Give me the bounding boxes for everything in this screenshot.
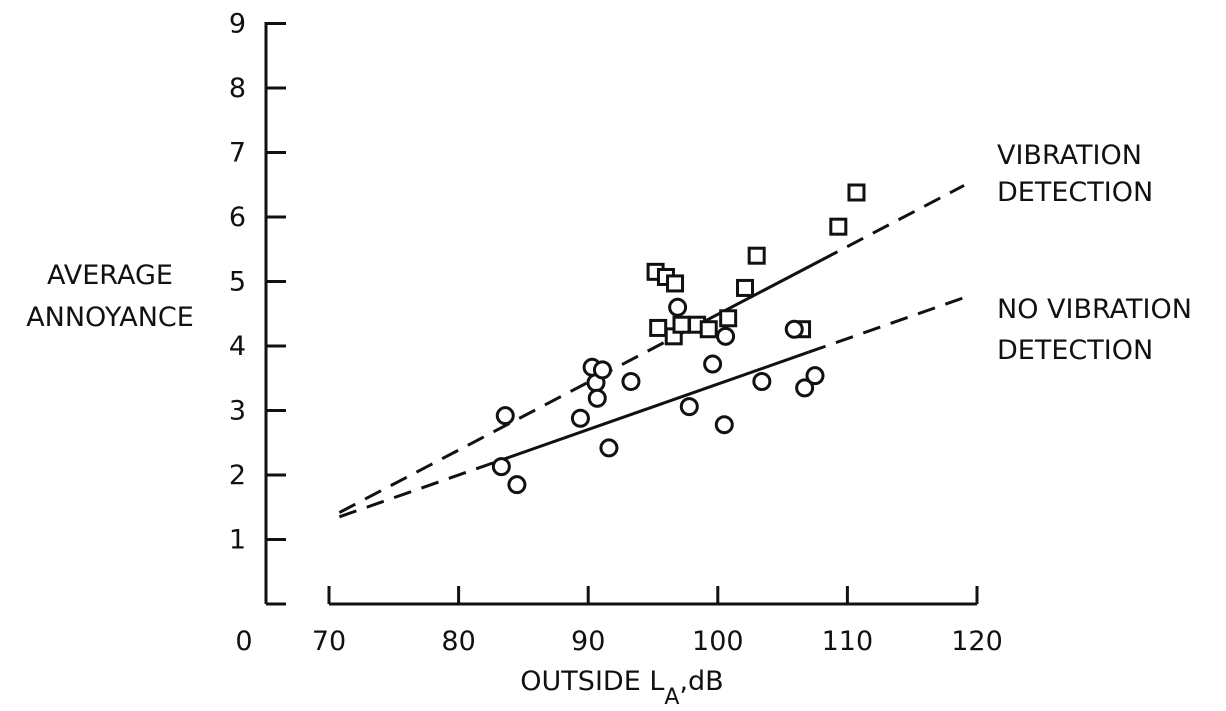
- circle-marker: [668, 297, 688, 317]
- circle-marker: [784, 319, 804, 339]
- x-tick-label: 100: [692, 626, 744, 657]
- circle-marker: [805, 366, 825, 386]
- x-axis-title-subscript: A: [664, 685, 679, 710]
- x-tick-label: 110: [822, 626, 874, 657]
- square-marker: [847, 183, 866, 202]
- legend-vibration-line-1: VIBRATION: [997, 140, 1142, 171]
- y-tick-label: 6: [229, 202, 246, 233]
- square-marker: [699, 320, 718, 339]
- circle-marker: [795, 378, 815, 398]
- circle-marker: [570, 408, 590, 428]
- legend-no-vibration: NO VIBRATION DETECTION: [997, 294, 1192, 366]
- x-tick-label: 80: [441, 626, 475, 657]
- x-axis-title: OUTSIDE LA,dB: [520, 666, 723, 710]
- y-tick-label: 7: [229, 138, 246, 169]
- circle-marker: [703, 354, 723, 374]
- circle-marker: [495, 406, 515, 426]
- circle-marker: [491, 457, 511, 477]
- legend-vibration-line-2: DETECTION: [997, 177, 1153, 208]
- circle-marker: [714, 415, 734, 435]
- circle-marker: [507, 475, 527, 495]
- y-axis: 1 2 3 4 5 6 7 8 9: [229, 9, 286, 606]
- circle-marker: [716, 326, 736, 346]
- y-tick-group: 1 2 3 4 5 6 7 8 9: [229, 9, 286, 556]
- y-axis-title: AVERAGE ANNOYANCE: [26, 260, 194, 333]
- square-marker: [736, 278, 755, 297]
- circle-marker: [592, 360, 612, 380]
- y-tick-label: 9: [229, 9, 246, 40]
- circle-marker: [679, 397, 699, 417]
- circle-marker: [752, 371, 772, 391]
- y-tick-label: 8: [229, 73, 246, 104]
- square-marker: [672, 315, 691, 334]
- y-tick-label: 3: [229, 396, 246, 427]
- x-tick-label: 70: [312, 626, 346, 657]
- x-tick-label: 90: [571, 626, 605, 657]
- no-vibration-fit-dashed-right: [808, 296, 965, 354]
- square-marker: [719, 309, 738, 328]
- x-axis-title-main: OUTSIDE L: [520, 666, 664, 697]
- square-marker: [649, 318, 668, 337]
- circle-marker: [599, 438, 619, 458]
- fit-lines: [338, 184, 965, 519]
- circle-marker: [621, 371, 641, 391]
- x-axis: 70 80 90 100 110 120: [312, 586, 1003, 657]
- vibration-fit-dashed-left: [338, 330, 687, 514]
- square-marker: [829, 217, 848, 236]
- y-axis-title-line-1: AVERAGE: [47, 260, 173, 291]
- x-tick-group: 70 80 90 100 110 120: [312, 586, 1003, 657]
- circle-marker: [587, 388, 607, 408]
- y-axis-title-line-2: ANNOYANCE: [26, 302, 194, 333]
- legend-no-vibration-line-2: DETECTION: [997, 335, 1153, 366]
- y-tick-label: 4: [229, 331, 246, 362]
- data-markers: [491, 183, 866, 495]
- square-marker: [747, 246, 766, 265]
- y-tick-label: 2: [229, 460, 246, 491]
- no-vibration-fit-dashed-left: [338, 457, 505, 519]
- x-axis-title-unit: ,dB: [679, 666, 723, 697]
- origin-label: 0: [235, 626, 252, 657]
- no-vibration-fit-solid: [503, 350, 810, 461]
- legend-vibration: VIBRATION DETECTION: [997, 140, 1153, 208]
- y-tick-label: 5: [229, 267, 246, 298]
- square-marker: [666, 274, 685, 293]
- x-tick-label: 120: [951, 626, 1003, 657]
- y-tick-label: 1: [229, 525, 246, 556]
- legend-no-vibration-line-1: NO VIBRATION: [997, 294, 1192, 325]
